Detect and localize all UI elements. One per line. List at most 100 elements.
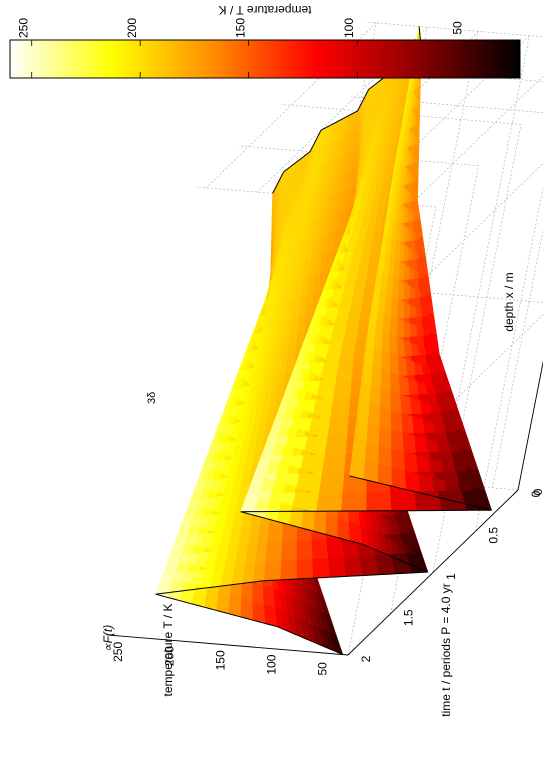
time-tick-label: 1 bbox=[444, 573, 458, 580]
surface-patch bbox=[370, 366, 382, 389]
surface-patch bbox=[381, 350, 391, 373]
surface-patch bbox=[301, 508, 316, 532]
time-tick-label: 0 bbox=[529, 490, 543, 497]
surface-patch bbox=[325, 537, 344, 559]
surface-patch bbox=[390, 390, 402, 414]
surface-patch bbox=[380, 387, 392, 411]
surface-patch bbox=[315, 491, 343, 512]
grid-line bbox=[517, 361, 543, 491]
grid-line bbox=[492, 229, 543, 488]
surface-patch bbox=[397, 298, 405, 322]
colorbar-tick-label: 50 bbox=[451, 21, 465, 35]
grid-line bbox=[365, 21, 543, 38]
time-axis-line bbox=[347, 489, 519, 656]
temperature-tick-label: 200 bbox=[162, 646, 176, 666]
surface-patch bbox=[354, 419, 369, 442]
grid-line bbox=[421, 163, 543, 282]
surface-patch bbox=[340, 491, 367, 512]
surface-patch bbox=[318, 473, 345, 493]
temperature-axis-line bbox=[107, 634, 349, 656]
surface-patch bbox=[391, 447, 406, 471]
surface-patch bbox=[378, 444, 393, 468]
time-tick-label: 2 bbox=[359, 655, 373, 662]
surface-patch bbox=[296, 539, 313, 561]
surface-patch bbox=[400, 223, 406, 246]
grid-line bbox=[410, 75, 543, 206]
surface-patch bbox=[390, 409, 404, 433]
surface-patch bbox=[381, 331, 391, 354]
grid-line bbox=[257, 26, 428, 193]
surface-patch bbox=[390, 372, 401, 395]
surface-patch bbox=[351, 438, 367, 461]
temperature-tick-label: 250 bbox=[111, 642, 125, 662]
surface-patch bbox=[252, 581, 265, 605]
surface-patch bbox=[228, 594, 242, 618]
surface-patch bbox=[389, 353, 400, 376]
temperature-tick-label: 50 bbox=[315, 662, 329, 676]
colorbar-ticks: 250 200 150 100 50 bbox=[17, 18, 467, 78]
surface-patch bbox=[390, 296, 399, 319]
surface-patch bbox=[389, 491, 417, 512]
surface-patch bbox=[389, 315, 398, 338]
surface-patch bbox=[367, 403, 381, 427]
time-tick-label: 0.5 bbox=[487, 527, 501, 544]
colorbar-tick-label: 250 bbox=[17, 18, 31, 38]
surface-patch bbox=[321, 454, 346, 475]
surface-patch bbox=[413, 490, 442, 511]
annotation-forcing: ∝F(t) bbox=[101, 625, 115, 652]
surface-patch bbox=[329, 397, 351, 418]
temperature-tick-label: 150 bbox=[213, 650, 227, 670]
surface-patch bbox=[365, 491, 392, 512]
surface-patch bbox=[327, 416, 349, 437]
depth-axis-label: depth x / m bbox=[502, 272, 516, 331]
surface-patch bbox=[266, 522, 284, 544]
surface-patch bbox=[356, 400, 370, 424]
colorbar: 250 200 150 100 50 bbox=[9, 18, 521, 79]
x-axis-label: time t / periods P = 4.0 yr bbox=[439, 583, 453, 717]
surface-patch bbox=[324, 435, 348, 456]
surface-patch bbox=[216, 591, 231, 614]
axis-ticks: 00.511.52051050100150200250 bbox=[111, 488, 543, 676]
surface-patch bbox=[358, 381, 372, 405]
surface-patch bbox=[373, 328, 383, 351]
grid-line bbox=[206, 22, 377, 189]
surface-patch bbox=[380, 369, 391, 392]
surface-patch bbox=[379, 406, 392, 430]
surface-patch bbox=[279, 559, 297, 581]
surface-patch bbox=[372, 347, 383, 370]
z-axis-label: temperature T / K bbox=[161, 604, 175, 697]
surface-patch bbox=[311, 557, 330, 579]
temperature-surface bbox=[155, 26, 492, 655]
surface-patch bbox=[327, 557, 347, 578]
surface-patch bbox=[311, 538, 329, 560]
surface-patch bbox=[263, 560, 282, 582]
surface-patch bbox=[393, 258, 401, 281]
colorbar-tick-label: 100 bbox=[342, 18, 356, 38]
annotation-skin-depth: 3δ bbox=[146, 392, 158, 404]
colorbar-rect bbox=[9, 39, 521, 79]
time-tick-label: 1.5 bbox=[402, 609, 416, 626]
grid-line bbox=[475, 186, 543, 532]
surface-patch bbox=[391, 428, 405, 452]
depth-axis-line bbox=[517, 360, 543, 491]
colorbar-tick-label: 150 bbox=[234, 18, 248, 38]
surface-patch bbox=[378, 425, 392, 449]
surface-patch bbox=[396, 317, 405, 341]
surface-patch bbox=[313, 512, 327, 535]
colorbar-label: temperature T / K bbox=[219, 3, 312, 17]
surface-patch bbox=[366, 422, 380, 446]
surface-patch bbox=[240, 597, 254, 621]
surface-patch bbox=[392, 277, 400, 300]
depth-tick-label: 0 bbox=[531, 488, 543, 495]
surface-patch bbox=[399, 242, 405, 265]
surface-patch bbox=[325, 515, 339, 538]
surface-patch bbox=[364, 441, 380, 465]
surface-patch bbox=[280, 540, 297, 562]
forcing-curve bbox=[155, 475, 492, 656]
surface-patch bbox=[398, 280, 405, 303]
surface-patch bbox=[296, 558, 314, 580]
colorbar-tick-label: 200 bbox=[125, 18, 139, 38]
temperature-tick-label: 100 bbox=[264, 654, 278, 674]
surface-patch bbox=[398, 261, 405, 284]
